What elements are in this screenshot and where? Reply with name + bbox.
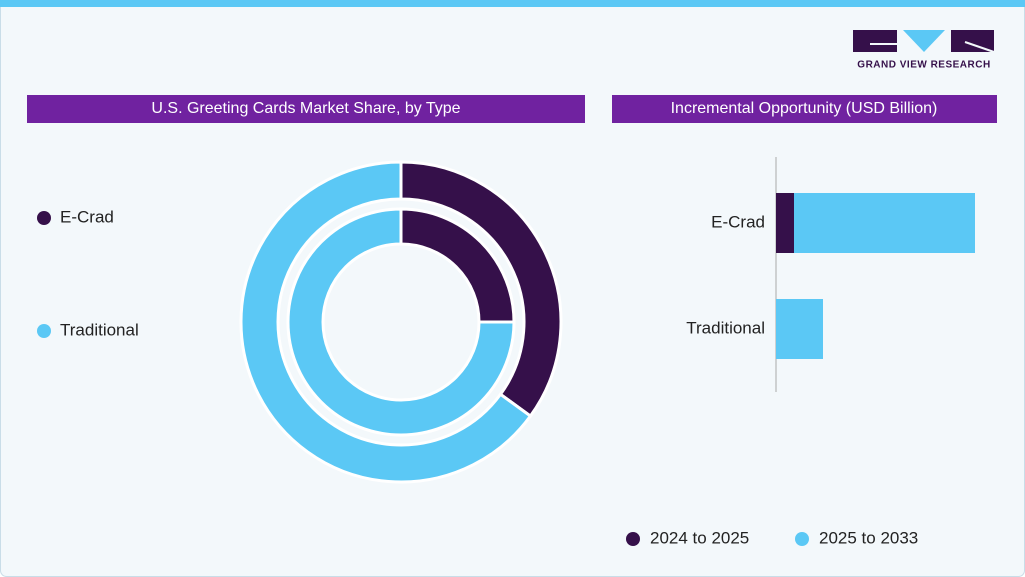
category-label: E-Crad [711, 212, 765, 231]
legend-label: 2024 to 2025 [650, 528, 749, 547]
legend-label: Traditional [60, 320, 139, 339]
bar [776, 299, 823, 359]
title-bar [612, 95, 997, 123]
bar [776, 193, 794, 253]
bar [794, 193, 975, 253]
legend-marker [37, 324, 51, 338]
logo-text: GRAND VIEW RESEARCH [857, 60, 990, 71]
category-label: Traditional [686, 318, 765, 337]
legend-marker [795, 532, 809, 546]
donut-segment [239, 160, 533, 484]
top-stripe [0, 0, 1025, 7]
title-bar [27, 95, 585, 123]
logo-mark [853, 30, 995, 53]
legend-label: E-Crad [60, 207, 114, 226]
donut-segment [286, 207, 516, 437]
legend-marker [626, 532, 640, 546]
legend-label: 2025 to 2033 [819, 528, 918, 547]
chart-title: U.S. Greeting Cards Market Share, by Typ… [151, 100, 460, 117]
legend-marker [37, 211, 51, 225]
chart-title: Incremental Opportunity (USD Billion) [671, 100, 938, 117]
